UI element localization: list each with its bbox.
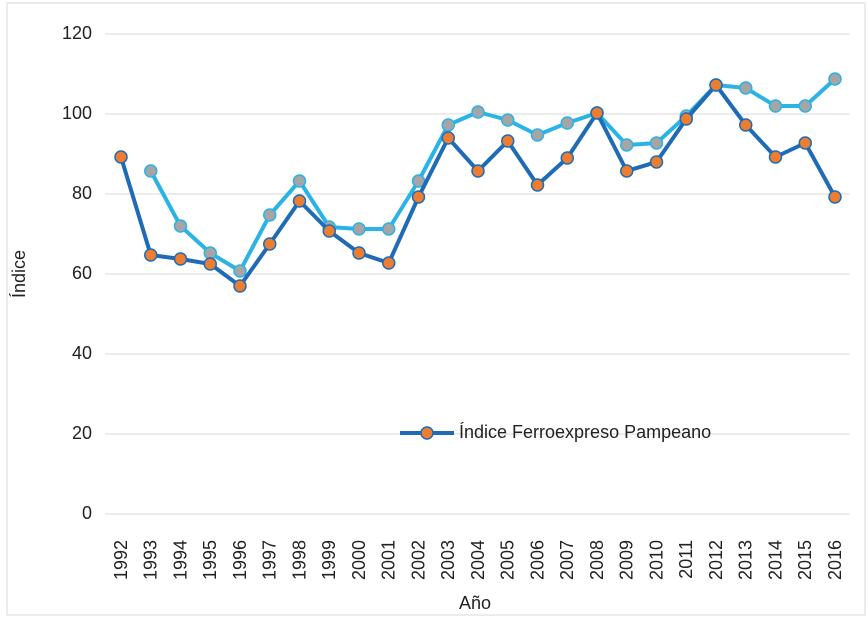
- data-point: [560, 151, 574, 165]
- data-point: [798, 136, 812, 150]
- x-tick-label: 1999: [319, 540, 339, 580]
- x-axis-title: Año: [459, 593, 491, 613]
- data-point: [590, 106, 604, 120]
- data-point: [173, 219, 188, 233]
- data-point: [292, 174, 307, 188]
- chart-border: [6, 2, 866, 616]
- y-tick-label: 80: [72, 183, 92, 203]
- data-point: [679, 112, 693, 126]
- data-point: [144, 248, 158, 262]
- data-point: [501, 113, 515, 127]
- x-tick-label: 2015: [795, 540, 815, 580]
- y-tick-label: 20: [72, 423, 92, 443]
- y-axis-title: Índice: [9, 250, 29, 298]
- data-point: [560, 116, 574, 130]
- data-point: [530, 178, 545, 192]
- legend-label: Índice Ferroexpreso Pampeano: [459, 422, 711, 442]
- data-point: [352, 222, 366, 236]
- data-point: [173, 252, 188, 266]
- data-point: [620, 164, 634, 178]
- x-tick-label: 1993: [141, 540, 161, 580]
- legend-marker: [420, 426, 434, 440]
- data-point: [263, 208, 277, 222]
- data-point: [620, 138, 634, 152]
- x-tick-label: 2005: [498, 540, 518, 580]
- y-tick-label: 100: [62, 103, 92, 123]
- y-tick-label: 60: [72, 263, 92, 283]
- x-tick-label: 1992: [111, 540, 131, 580]
- data-point: [203, 246, 217, 260]
- data-point: [382, 256, 396, 270]
- x-tick-label: 2011: [676, 540, 696, 579]
- data-point: [441, 118, 455, 132]
- data-point: [441, 131, 455, 145]
- data-point: [798, 99, 812, 113]
- data-point: [501, 134, 515, 148]
- data-point: [739, 118, 753, 132]
- x-tick-label: 2012: [706, 540, 726, 580]
- data-point: [233, 264, 247, 278]
- x-tick-label: 2010: [646, 540, 666, 580]
- data-point: [828, 190, 842, 204]
- y-tick-label: 120: [62, 23, 92, 43]
- data-point: [382, 222, 396, 236]
- x-tick-label: 2000: [349, 540, 369, 580]
- x-tick-label: 1994: [170, 540, 190, 580]
- data-point: [709, 78, 723, 92]
- x-tick-label: 2008: [587, 540, 607, 580]
- x-tick-label: 1998: [289, 540, 309, 580]
- x-tick-label: 2003: [438, 540, 458, 580]
- x-tick-label: 1997: [260, 540, 280, 580]
- x-tick-label: 2009: [617, 540, 637, 580]
- data-point: [352, 246, 366, 260]
- data-point: [471, 164, 485, 178]
- y-tick-label: 0: [82, 503, 92, 523]
- data-point: [144, 164, 158, 178]
- x-tick-label: 2007: [557, 540, 577, 580]
- data-point: [263, 237, 277, 251]
- x-tick-label: 1996: [230, 540, 250, 580]
- x-tick-label: 2001: [379, 540, 399, 580]
- data-point: [649, 155, 664, 169]
- data-point: [411, 190, 426, 204]
- data-point: [114, 150, 128, 164]
- x-tick-label: 2006: [527, 540, 547, 580]
- data-point: [471, 105, 485, 119]
- data-point: [768, 99, 783, 113]
- x-tick-label: 2016: [825, 540, 845, 580]
- x-tick-label: 2014: [765, 540, 785, 580]
- data-point: [828, 72, 842, 86]
- x-tick-label: 2013: [736, 540, 756, 580]
- x-tick-label: 2004: [468, 540, 488, 580]
- x-tick-label: 2002: [408, 540, 428, 580]
- data-point: [322, 224, 336, 238]
- data-point: [768, 150, 783, 164]
- data-point: [233, 279, 247, 293]
- data-point: [292, 194, 307, 208]
- x-tick-label: 1995: [200, 540, 220, 580]
- data-point: [649, 136, 664, 150]
- data-point: [739, 81, 753, 95]
- data-point: [530, 128, 545, 142]
- y-tick-label: 40: [72, 343, 92, 363]
- data-point: [203, 257, 217, 271]
